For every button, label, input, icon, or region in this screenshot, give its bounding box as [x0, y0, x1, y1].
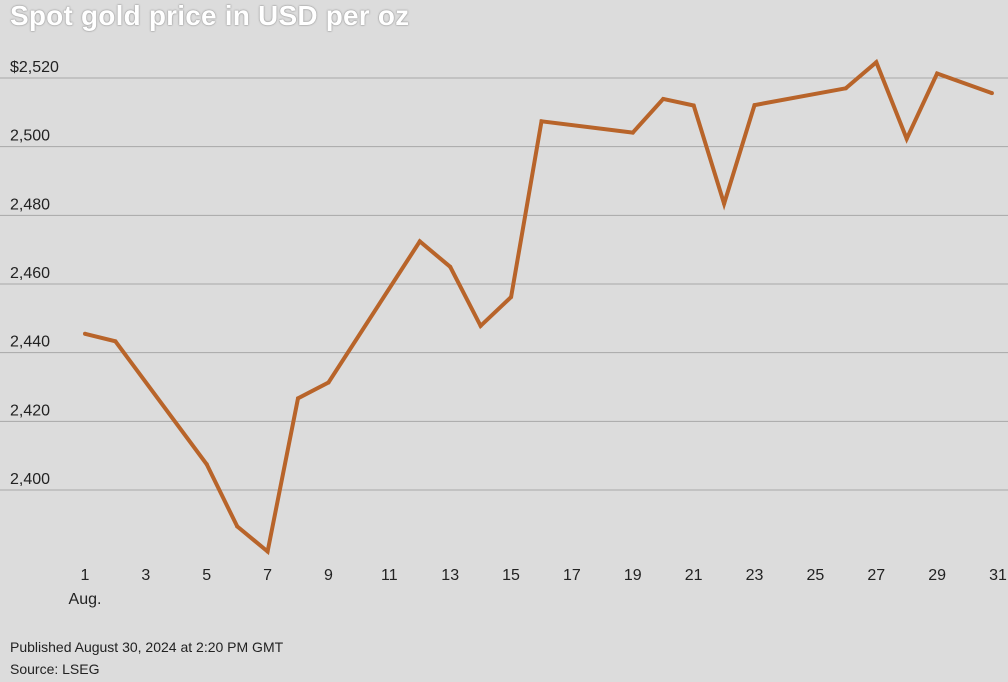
x-tick-label: 9 [324, 567, 333, 584]
x-axis-unit-label: Aug. [69, 591, 102, 608]
data-point [630, 130, 635, 135]
gridlines [0, 77, 1008, 491]
published-note: Published August 30, 2024 at 2:20 PM GMT [10, 639, 284, 655]
y-tick-label: 2,500 [10, 128, 50, 145]
x-tick-label: 5 [202, 567, 211, 584]
data-point [478, 323, 483, 328]
data-point [989, 91, 994, 96]
series-group [83, 58, 994, 556]
x-axis-tick-labels: 1 3 5 7 9 11 13 15 17 19 21 23 25 27 29 31 [81, 567, 1007, 584]
y-tick-label: 2,480 [10, 196, 50, 213]
x-tick-label: 19 [624, 567, 642, 584]
data-point [874, 60, 879, 65]
data-point [935, 71, 940, 76]
data-point [448, 264, 453, 269]
data-point [752, 103, 757, 108]
x-tick-label: 29 [928, 567, 946, 584]
data-point [904, 136, 909, 141]
series-line [84, 58, 993, 556]
x-tick-label: 27 [867, 567, 885, 584]
x-tick-label: 3 [141, 567, 150, 584]
data-point [691, 103, 696, 108]
data-point [204, 462, 209, 467]
data-point [265, 549, 270, 554]
y-tick-label: 2,440 [10, 334, 50, 351]
data-point [661, 96, 666, 101]
data-point [235, 524, 240, 529]
chart-title: Spot gold price in USD per oz [10, 0, 410, 31]
data-point [296, 396, 301, 401]
x-tick-label: 7 [263, 567, 272, 584]
x-tick-label: 23 [746, 567, 764, 584]
y-tick-label: 2,400 [10, 471, 50, 488]
source-note: Source: LSEG [10, 661, 100, 677]
x-tick-label: 13 [441, 567, 459, 584]
x-tick-label: 25 [807, 567, 825, 584]
x-tick-label: 15 [502, 567, 520, 584]
data-point [113, 339, 118, 344]
x-tick-label: 21 [685, 567, 703, 584]
data-point [843, 86, 848, 91]
data-point [722, 201, 727, 206]
data-point [539, 119, 544, 124]
y-axis-tick-labels: 2,400 2,420 2,440 2,460 2,480 2,500 $2,520 [10, 59, 59, 488]
data-point [509, 295, 514, 300]
y-tick-label: 2,460 [10, 265, 50, 282]
x-tick-label: 31 [989, 567, 1007, 584]
x-tick-label: 17 [563, 567, 581, 584]
data-point [83, 331, 87, 336]
y-tick-label: 2,420 [10, 402, 50, 419]
y-tick-label: $2,520 [10, 59, 59, 76]
x-tick-label: 11 [381, 567, 398, 584]
data-point [326, 380, 331, 385]
x-tick-label: 1 [81, 567, 90, 584]
data-point [417, 239, 422, 244]
